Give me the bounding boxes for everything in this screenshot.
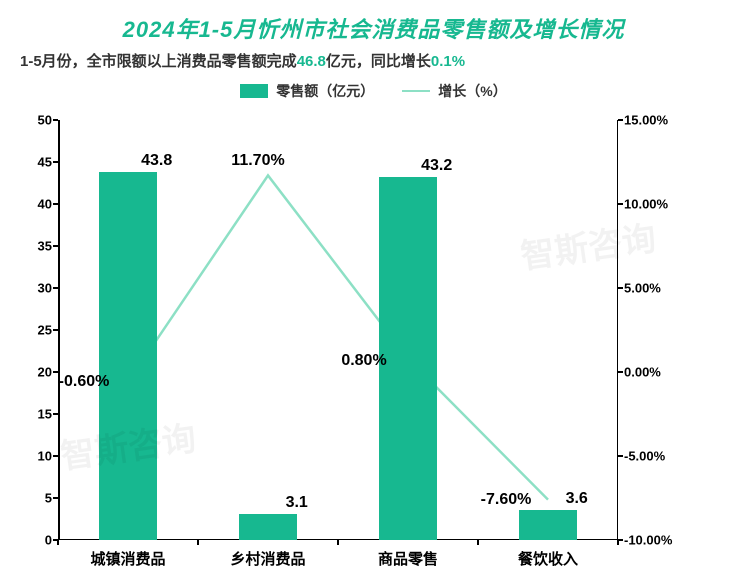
line-value-label: 0.80% xyxy=(341,352,386,370)
bar-value-label: 43.8 xyxy=(141,152,172,170)
chart-plot-area: 05101520253035404550-10.00%-5.00%0.00%5.… xyxy=(58,120,618,540)
legend-swatch-bar xyxy=(240,84,268,98)
bar xyxy=(99,172,158,540)
legend-item-bar: 零售额（亿元） xyxy=(240,81,374,101)
y-left-tick-label: 20 xyxy=(18,365,58,380)
legend-swatch-line xyxy=(402,90,430,92)
y-left-tick-label: 50 xyxy=(18,113,58,128)
bar-value-label: 43.2 xyxy=(421,157,452,175)
y-left-tick-label: 40 xyxy=(18,197,58,212)
line-value-label: -7.60% xyxy=(481,491,532,509)
x-category-label: 乡村消费品 xyxy=(208,540,328,569)
y-left-tick-label: 5 xyxy=(18,491,58,506)
bar-value-label: 3.1 xyxy=(286,494,308,512)
chart-subtitle: 1-5月份，全市限额以上消费品零售额完成46.8亿元，同比增长0.1% xyxy=(20,50,727,71)
bar-value-label: 3.6 xyxy=(566,490,588,508)
growth-line-path xyxy=(128,175,548,499)
x-category-label: 城镇消费品 xyxy=(68,540,188,569)
y-right-tick-label: 0.00% xyxy=(618,365,688,380)
legend-label-bar: 零售额（亿元） xyxy=(276,81,374,101)
bar xyxy=(519,510,578,540)
y-right-tick-label: 15.00% xyxy=(618,113,688,128)
line-value-label: -0.60% xyxy=(59,373,110,391)
chart-legend: 零售额（亿元） 增长（%） xyxy=(20,81,727,101)
subtitle-value-1: 46.8 xyxy=(297,53,326,70)
x-tick xyxy=(57,540,59,545)
legend-label-line: 增长（%） xyxy=(438,81,506,101)
legend-item-line: 增长（%） xyxy=(402,81,506,101)
bar xyxy=(379,177,438,540)
y-left-tick-label: 25 xyxy=(18,323,58,338)
x-tick xyxy=(337,540,339,545)
subtitle-mid: 亿元，同比增长 xyxy=(326,53,431,70)
x-category-label: 餐饮收入 xyxy=(488,540,608,569)
bar xyxy=(239,514,298,540)
y-right-tick-label: 10.00% xyxy=(618,197,688,212)
subtitle-value-2: 0.1% xyxy=(431,53,465,70)
y-left-tick-label: 30 xyxy=(18,281,58,296)
y-right-tick-label: -5.00% xyxy=(618,449,688,464)
line-value-label: 11.70% xyxy=(231,152,284,170)
subtitle-prefix: 1-5月份，全市限额以上消费品零售额完成 xyxy=(20,53,297,70)
y-left-tick-label: 15 xyxy=(18,407,58,422)
x-tick xyxy=(477,540,479,545)
x-tick xyxy=(617,540,619,545)
y-left-tick-label: 35 xyxy=(18,239,58,254)
y-right-tick-label: -10.00% xyxy=(618,533,688,548)
chart-title-text: 2024年1-5月忻州市社会消费品零售额及增长情况 xyxy=(123,17,625,42)
x-category-label: 商品零售 xyxy=(348,540,468,569)
chart-container: 2024年1-5月忻州市社会消费品零售额及增长情况 1-5月份，全市限额以上消费… xyxy=(0,0,747,588)
y-left-tick-label: 45 xyxy=(18,155,58,170)
x-tick xyxy=(197,540,199,545)
y-left-tick-label: 0 xyxy=(18,533,58,548)
y-left-tick-label: 10 xyxy=(18,449,58,464)
chart-title: 2024年1-5月忻州市社会消费品零售额及增长情况 xyxy=(20,12,727,44)
y-right-tick-label: 5.00% xyxy=(618,281,688,296)
